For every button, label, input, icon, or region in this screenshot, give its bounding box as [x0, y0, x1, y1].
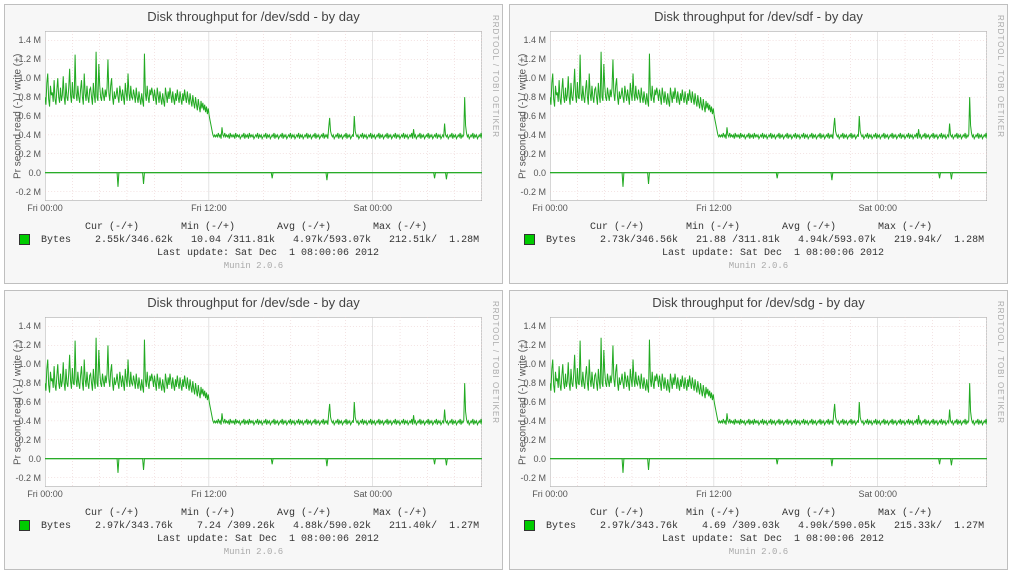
y-tick-label: 0.6 M — [18, 397, 41, 407]
y-tick-label: 0.8 M — [18, 92, 41, 102]
series-swatch — [524, 234, 535, 245]
stats-row: Bytes 2.55k/346.62k 10.04 /311.81k 4.97k… — [19, 234, 488, 247]
munin-version: Munin 2.0.6 — [19, 260, 488, 273]
last-update: Last update: Sat Dec 1 08:00:06 2012 — [19, 247, 488, 260]
stats-header: Cur (-/+) Min (-/+) Avg (-/+) Max (-/+) — [19, 507, 488, 520]
x-tick-label: Sat 00:00 — [353, 489, 392, 499]
y-tick-label: 1.2 M — [523, 340, 546, 350]
y-tick-label: 1.0 M — [18, 73, 41, 83]
stats-values: Bytes 2.97k/343.76k 7.24 /309.26k 4.88k/… — [35, 520, 479, 533]
y-tick-label: 1.2 M — [523, 54, 546, 64]
y-tick-label: 0.4 M — [18, 416, 41, 426]
x-tick-label: Fri 12:00 — [191, 203, 227, 213]
y-tick-label: 0.6 M — [523, 397, 546, 407]
x-tick-label: Fri 12:00 — [696, 489, 732, 499]
y-tick-label: 1.0 M — [523, 73, 546, 83]
panel-sdd: Disk throughput for /dev/sdd - by dayRRD… — [4, 4, 503, 284]
y-tick-label: 0.6 M — [18, 111, 41, 121]
stats-row: Bytes 2.73k/346.56k 21.88 /311.81k 4.94k… — [524, 234, 993, 247]
y-tick-label: -0.2 M — [15, 473, 41, 483]
rrdtool-watermark: RRDTOOL / TOBI OETIKER — [996, 15, 1005, 138]
last-update: Last update: Sat Dec 1 08:00:06 2012 — [524, 533, 993, 546]
munin-version: Munin 2.0.6 — [19, 546, 488, 559]
legend-stats: Cur (-/+) Min (-/+) Avg (-/+) Max (-/+) … — [524, 221, 993, 273]
y-tick-label: 0.2 M — [18, 149, 41, 159]
stats-header: Cur (-/+) Min (-/+) Avg (-/+) Max (-/+) — [19, 221, 488, 234]
stats-header: Cur (-/+) Min (-/+) Avg (-/+) Max (-/+) — [524, 507, 993, 520]
chart-plot: -0.2 M0.00.2 M0.4 M0.6 M0.8 M1.0 M1.2 M1… — [550, 317, 987, 487]
panel-sdf: Disk throughput for /dev/sdf - by dayRRD… — [509, 4, 1008, 284]
chart-title: Disk throughput for /dev/sdd - by day — [5, 5, 502, 27]
y-tick-label: 0.2 M — [18, 435, 41, 445]
x-tick-label: Fri 00:00 — [27, 489, 63, 499]
y-tick-label: -0.2 M — [520, 473, 546, 483]
y-tick-label: 0.8 M — [523, 378, 546, 388]
last-update: Last update: Sat Dec 1 08:00:06 2012 — [524, 247, 993, 260]
y-tick-label: 1.2 M — [18, 54, 41, 64]
panel-sdg: Disk throughput for /dev/sdg - by dayRRD… — [509, 290, 1008, 570]
y-tick-label: -0.2 M — [15, 187, 41, 197]
chart-plot: -0.2 M0.00.2 M0.4 M0.6 M0.8 M1.0 M1.2 M1… — [45, 31, 482, 201]
y-tick-label: 0.0 — [533, 454, 546, 464]
x-tick-label: Fri 00:00 — [532, 203, 568, 213]
x-tick-label: Fri 12:00 — [696, 203, 732, 213]
x-tick-label: Fri 12:00 — [191, 489, 227, 499]
y-tick-label: 0.4 M — [523, 130, 546, 140]
series-swatch — [19, 520, 30, 531]
x-tick-label: Sat 00:00 — [353, 203, 392, 213]
x-tick-label: Fri 00:00 — [27, 203, 63, 213]
chart-title: Disk throughput for /dev/sdg - by day — [510, 291, 1007, 313]
legend-stats: Cur (-/+) Min (-/+) Avg (-/+) Max (-/+) … — [19, 221, 488, 273]
last-update: Last update: Sat Dec 1 08:00:06 2012 — [19, 533, 488, 546]
rrdtool-watermark: RRDTOOL / TOBI OETIKER — [491, 301, 500, 424]
x-ticks: Fri 00:00Fri 12:00Sat 00:00 — [45, 203, 482, 217]
y-tick-label: 0.8 M — [523, 92, 546, 102]
y-tick-label: 0.2 M — [523, 435, 546, 445]
chart-plot: -0.2 M0.00.2 M0.4 M0.6 M0.8 M1.0 M1.2 M1… — [550, 31, 987, 201]
y-tick-label: 1.4 M — [523, 321, 546, 331]
stats-header: Cur (-/+) Min (-/+) Avg (-/+) Max (-/+) — [524, 221, 993, 234]
y-tick-label: 1.4 M — [18, 321, 41, 331]
y-tick-label: 1.0 M — [18, 359, 41, 369]
y-tick-label: 0.0 — [533, 168, 546, 178]
y-tick-label: -0.2 M — [520, 187, 546, 197]
chart-grid: Disk throughput for /dev/sdd - by dayRRD… — [4, 4, 1008, 570]
panel-sde: Disk throughput for /dev/sde - by dayRRD… — [4, 290, 503, 570]
rrdtool-watermark: RRDTOOL / TOBI OETIKER — [996, 301, 1005, 424]
y-tick-label: 1.2 M — [18, 340, 41, 350]
munin-version: Munin 2.0.6 — [524, 546, 993, 559]
y-tick-label: 1.4 M — [523, 35, 546, 45]
x-tick-label: Fri 00:00 — [532, 489, 568, 499]
legend-stats: Cur (-/+) Min (-/+) Avg (-/+) Max (-/+) … — [19, 507, 488, 559]
legend-stats: Cur (-/+) Min (-/+) Avg (-/+) Max (-/+) … — [524, 507, 993, 559]
chart-plot: -0.2 M0.00.2 M0.4 M0.6 M0.8 M1.0 M1.2 M1… — [45, 317, 482, 487]
chart-title: Disk throughput for /dev/sde - by day — [5, 291, 502, 313]
y-tick-label: 0.6 M — [523, 111, 546, 121]
stats-row: Bytes 2.97k/343.76k 7.24 /309.26k 4.88k/… — [19, 520, 488, 533]
y-tick-label: 0.4 M — [18, 130, 41, 140]
y-tick-label: 0.4 M — [523, 416, 546, 426]
x-ticks: Fri 00:00Fri 12:00Sat 00:00 — [550, 489, 987, 503]
y-tick-label: 1.0 M — [523, 359, 546, 369]
x-tick-label: Sat 00:00 — [858, 489, 897, 499]
y-tick-label: 0.2 M — [523, 149, 546, 159]
y-tick-label: 1.4 M — [18, 35, 41, 45]
x-tick-label: Sat 00:00 — [858, 203, 897, 213]
y-tick-label: 0.0 — [28, 454, 41, 464]
y-tick-label: 0.0 — [28, 168, 41, 178]
series-swatch — [524, 520, 535, 531]
stats-values: Bytes 2.73k/346.56k 21.88 /311.81k 4.94k… — [540, 234, 984, 247]
y-tick-label: 0.8 M — [18, 378, 41, 388]
x-ticks: Fri 00:00Fri 12:00Sat 00:00 — [45, 489, 482, 503]
x-ticks: Fri 00:00Fri 12:00Sat 00:00 — [550, 203, 987, 217]
stats-values: Bytes 2.97k/343.76k 4.69 /309.03k 4.90k/… — [540, 520, 984, 533]
stats-row: Bytes 2.97k/343.76k 4.69 /309.03k 4.90k/… — [524, 520, 993, 533]
munin-version: Munin 2.0.6 — [524, 260, 993, 273]
rrdtool-watermark: RRDTOOL / TOBI OETIKER — [491, 15, 500, 138]
series-swatch — [19, 234, 30, 245]
chart-title: Disk throughput for /dev/sdf - by day — [510, 5, 1007, 27]
stats-values: Bytes 2.55k/346.62k 10.04 /311.81k 4.97k… — [35, 234, 479, 247]
